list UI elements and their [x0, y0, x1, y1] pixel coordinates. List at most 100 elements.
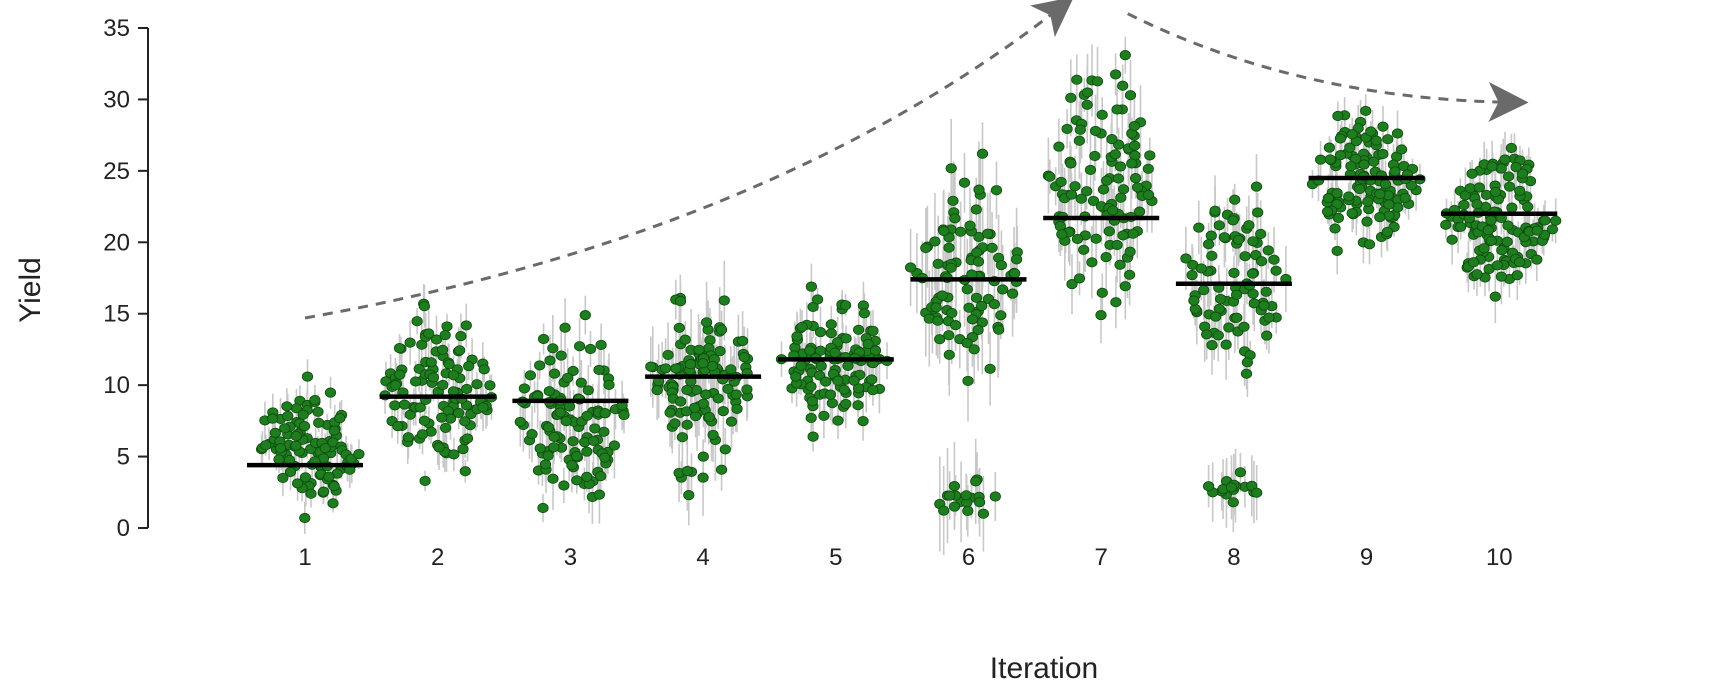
data-point — [1485, 235, 1498, 246]
data-point — [542, 422, 555, 433]
data-point — [1365, 126, 1377, 137]
data-point — [1486, 161, 1498, 172]
data-point — [1501, 236, 1513, 247]
data-point — [1270, 265, 1282, 276]
data-point — [1334, 133, 1347, 144]
data-point — [1379, 179, 1392, 190]
data-point — [1464, 183, 1476, 194]
data-point — [679, 334, 691, 345]
data-point — [1331, 188, 1343, 199]
data-point — [563, 401, 576, 412]
data-point — [579, 310, 591, 321]
data-point — [484, 380, 496, 391]
x-tick-label: 1 — [298, 544, 311, 571]
x-tick-label: 9 — [1360, 544, 1373, 571]
data-point — [1119, 50, 1131, 61]
data-point — [1361, 216, 1373, 227]
data-point — [948, 481, 961, 492]
data-point — [796, 321, 808, 332]
data-point — [290, 430, 302, 442]
data-point — [443, 359, 455, 370]
data-point — [664, 407, 676, 418]
data-point — [1491, 260, 1504, 271]
data-point — [447, 370, 460, 381]
data-point — [681, 465, 693, 477]
data-point — [534, 360, 546, 371]
data-point — [683, 490, 695, 501]
x-tick-label: 3 — [564, 544, 577, 571]
data-point — [858, 308, 871, 319]
data-point — [805, 281, 818, 292]
data-point — [697, 398, 710, 409]
data-point — [972, 324, 984, 336]
data-point — [1251, 487, 1263, 498]
data-point — [542, 450, 554, 461]
data-point — [269, 427, 281, 438]
data-point — [334, 413, 346, 424]
data-point — [328, 425, 340, 436]
data-point — [567, 365, 579, 377]
data-point — [1539, 215, 1551, 226]
data-point — [582, 385, 594, 396]
data-point — [1180, 253, 1192, 264]
data-point — [603, 379, 615, 390]
data-point — [1514, 185, 1526, 196]
data-point — [1129, 140, 1141, 151]
data-point — [697, 451, 709, 462]
data-point — [1061, 123, 1073, 134]
data-point — [932, 258, 944, 269]
data-point — [1126, 158, 1138, 169]
data-point — [309, 395, 321, 406]
data-point — [1124, 269, 1136, 280]
data-point — [645, 361, 657, 372]
y-tick-label: 25 — [103, 158, 130, 185]
data-point — [453, 407, 465, 419]
data-point — [554, 407, 566, 418]
data-point — [689, 402, 701, 413]
data-point — [392, 421, 404, 432]
data-point — [593, 489, 606, 500]
data-point — [1065, 158, 1077, 169]
data-point — [1128, 121, 1141, 132]
data-point — [290, 440, 302, 451]
data-point — [725, 364, 737, 375]
data-point — [1360, 105, 1372, 116]
data-point — [795, 360, 807, 371]
data-point — [282, 410, 294, 422]
data-point — [697, 358, 709, 369]
data-point — [291, 478, 304, 489]
data-point — [932, 315, 944, 326]
data-point — [1071, 74, 1083, 85]
data-point — [993, 324, 1005, 335]
data-point — [715, 324, 728, 335]
data-point — [1127, 228, 1139, 239]
data-point — [1213, 220, 1225, 231]
data-point — [1370, 135, 1382, 146]
data-point — [433, 442, 445, 453]
data-point — [1490, 186, 1502, 198]
data-point — [266, 413, 279, 424]
data-point — [962, 505, 974, 516]
data-point — [806, 396, 819, 407]
data-point — [840, 333, 852, 344]
data-point — [1334, 150, 1347, 161]
data-point — [1054, 221, 1066, 232]
data-point — [1210, 311, 1222, 322]
data-point — [990, 185, 1003, 196]
data-point — [279, 423, 291, 434]
data-point — [1203, 481, 1215, 492]
data-point — [1073, 273, 1086, 284]
data-point — [862, 338, 874, 350]
data-point — [1346, 208, 1358, 219]
data-point — [805, 381, 817, 392]
data-point — [1112, 173, 1125, 184]
data-point — [544, 355, 556, 366]
data-point — [1324, 154, 1336, 165]
data-point — [947, 195, 959, 206]
data-point — [298, 421, 311, 432]
data-point — [571, 451, 583, 462]
data-point — [1260, 286, 1272, 297]
data-point — [866, 374, 878, 385]
data-point — [1391, 128, 1404, 139]
x-tick-label: 8 — [1227, 544, 1240, 571]
